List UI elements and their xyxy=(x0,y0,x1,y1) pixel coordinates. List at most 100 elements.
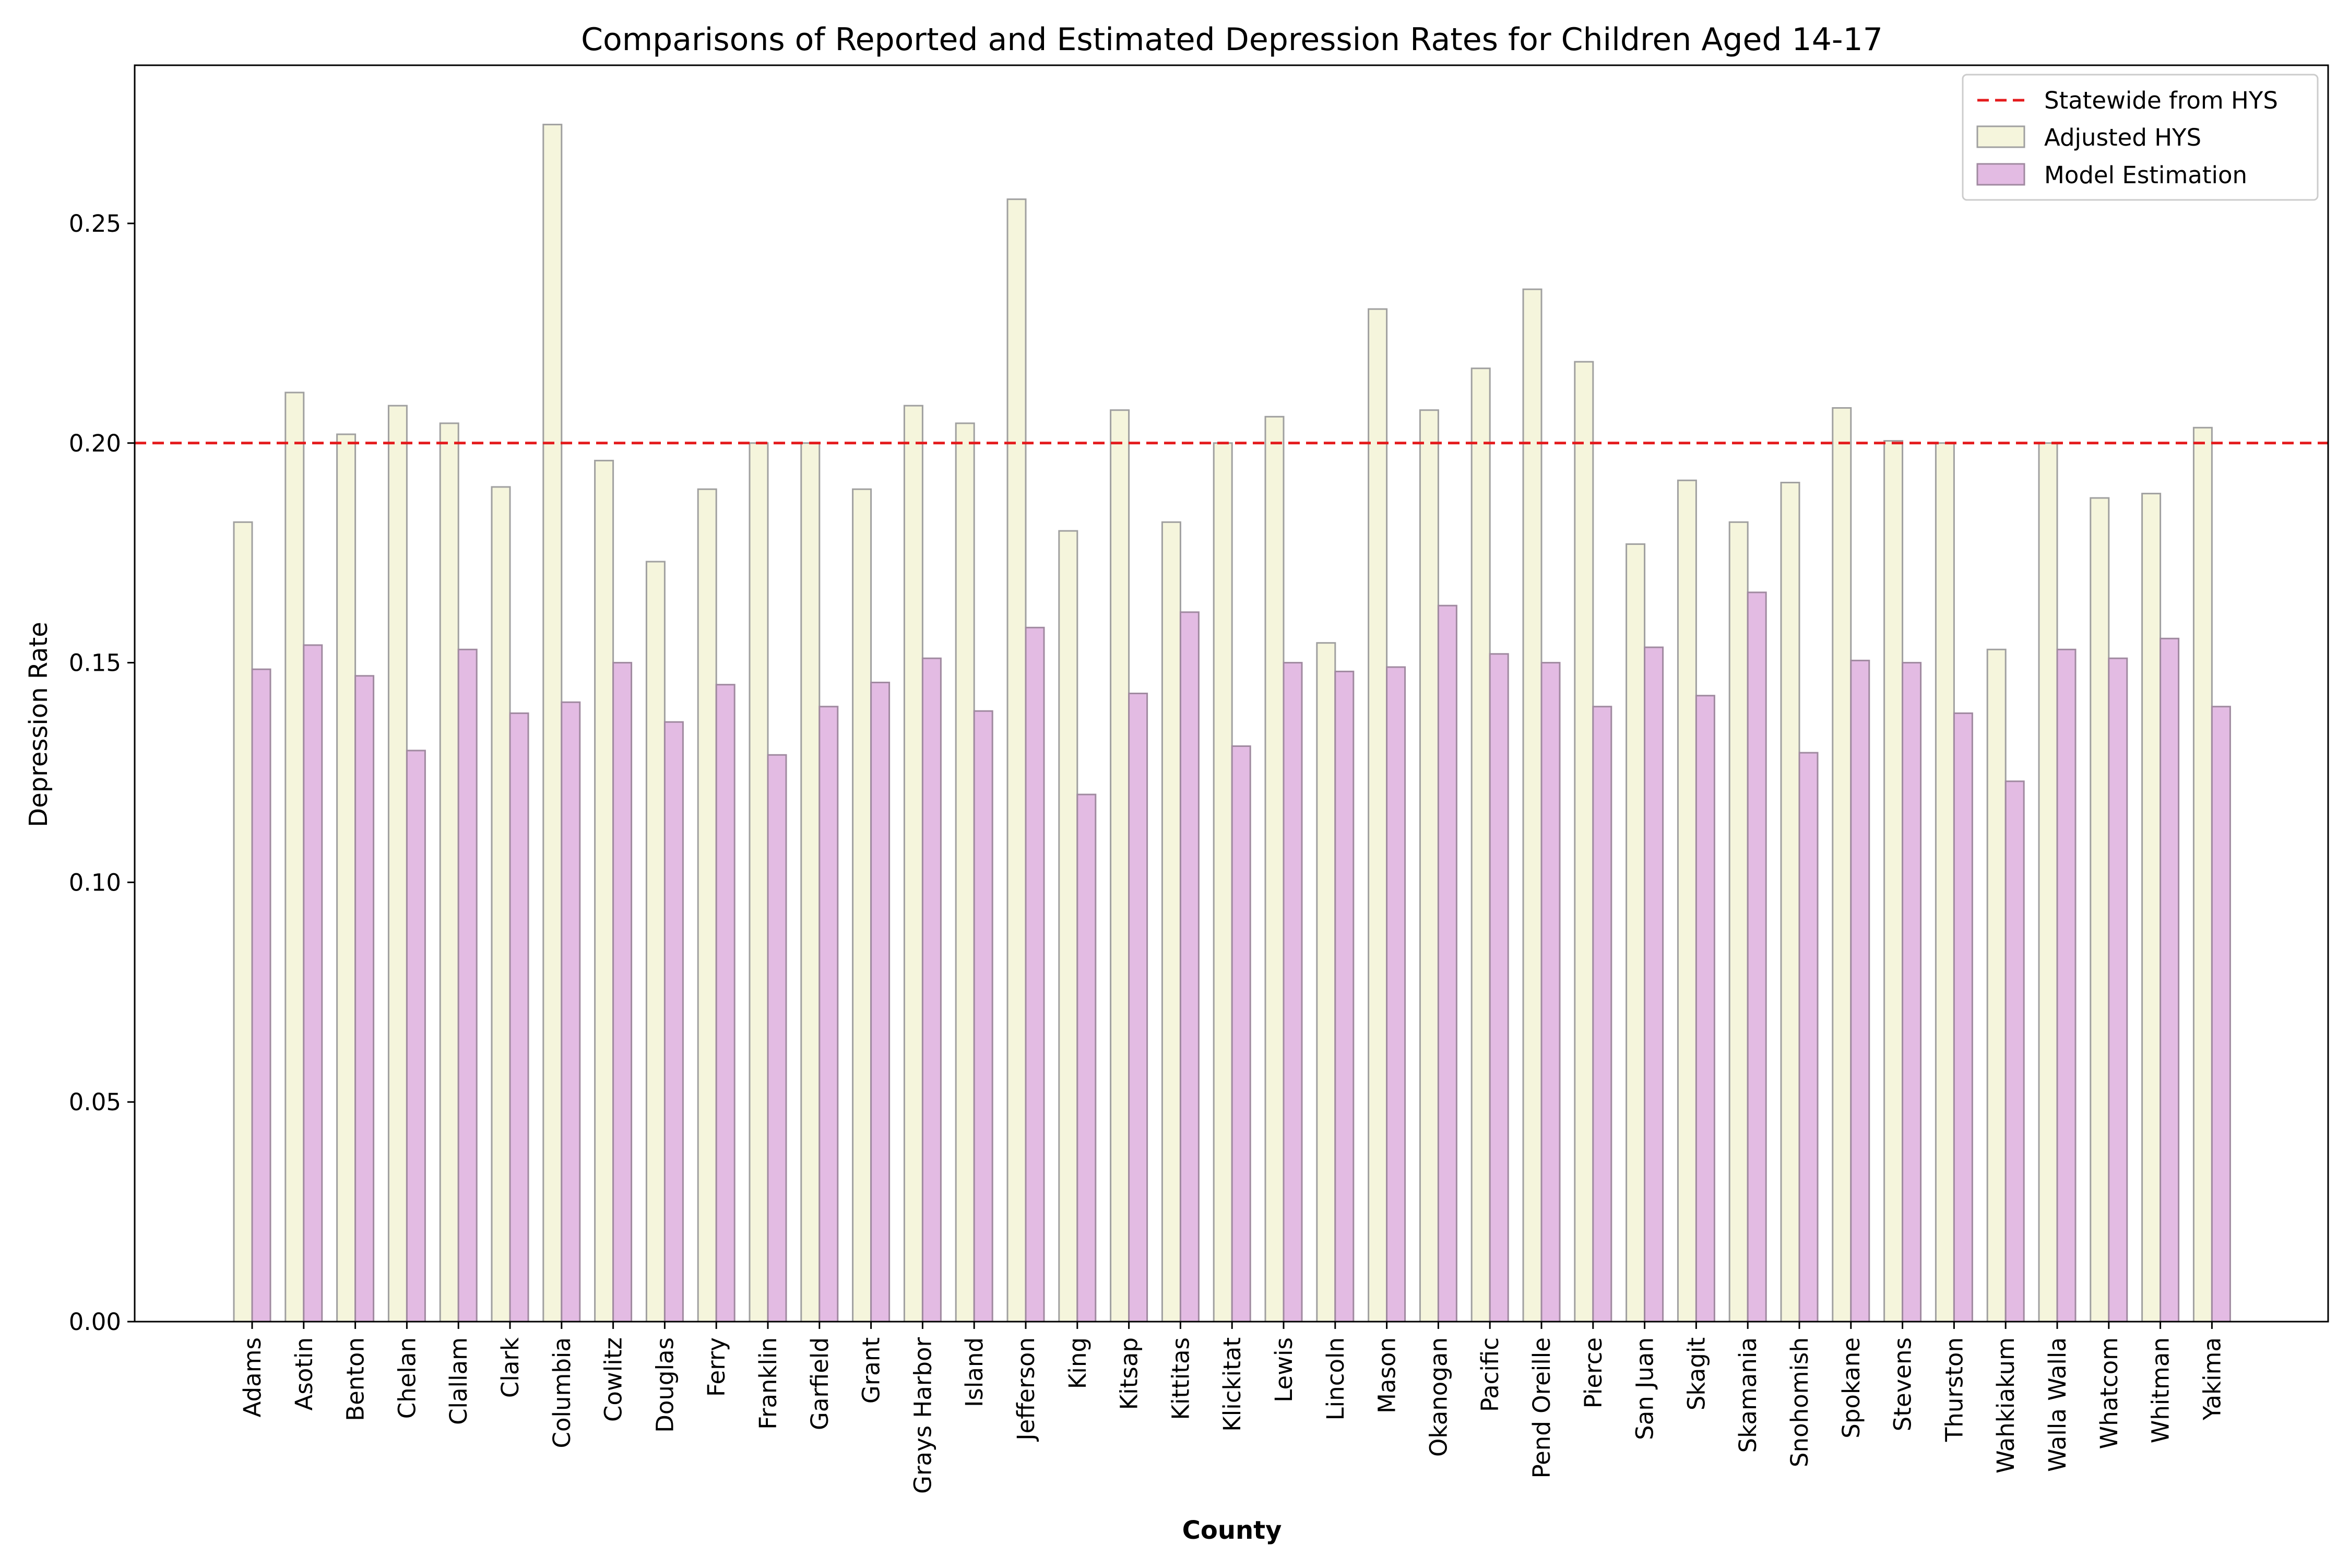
bar-adjusted-hys-clark xyxy=(491,486,511,1323)
bar-adjusted-hys-walla-walla xyxy=(2038,442,2058,1323)
chart-title: Comparisons of Reported and Estimated De… xyxy=(581,21,1883,58)
x-tick-label: Skagit xyxy=(1682,1337,1710,1410)
legend-swatch-model-estimation xyxy=(1976,163,2025,186)
bar-model-estimation-franklin xyxy=(767,754,787,1323)
bar-model-estimation-asotin xyxy=(303,644,323,1323)
x-tick-label: Kittitas xyxy=(1167,1337,1194,1420)
bar-model-estimation-whitman xyxy=(2160,637,2180,1323)
x-tick-label: Columbia xyxy=(548,1337,576,1448)
x-tick-label: Whitman xyxy=(2147,1337,2175,1443)
bar-model-estimation-ferry xyxy=(715,684,735,1323)
bar-adjusted-hys-king xyxy=(1058,530,1078,1323)
bar-model-estimation-jefferson xyxy=(1025,626,1045,1323)
bar-adjusted-hys-grant xyxy=(852,488,872,1323)
x-tick-label: Douglas xyxy=(651,1337,679,1433)
bar-model-estimation-chelan xyxy=(406,750,426,1323)
x-tick-label: Cowlitz xyxy=(600,1337,627,1422)
x-tick-label: Spokane xyxy=(1837,1337,1865,1439)
bar-adjusted-hys-pacific xyxy=(1470,367,1491,1323)
x-tick-label: Skamania xyxy=(1734,1337,1762,1453)
legend-swatch-adjusted-hys xyxy=(1976,125,2025,148)
legend-frame xyxy=(1962,74,2319,201)
x-tick-label: Ferry xyxy=(703,1337,730,1397)
bar-adjusted-hys-snohomish xyxy=(1780,482,1800,1323)
bar-model-estimation-thurston xyxy=(1953,712,1973,1323)
bar-model-estimation-skagit xyxy=(1695,695,1715,1323)
bar-adjusted-hys-stevens xyxy=(1883,440,1904,1323)
bar-adjusted-hys-douglas xyxy=(645,561,666,1323)
bar-model-estimation-walla-walla xyxy=(2056,648,2077,1323)
x-tick-label: Adams xyxy=(239,1337,266,1417)
bar-adjusted-hys-skamania xyxy=(1728,521,1749,1323)
x-tick-label: Stevens xyxy=(1889,1337,1917,1431)
bar-model-estimation-benton xyxy=(354,675,375,1323)
legend-label-statewide: Statewide from HYS xyxy=(2044,87,2278,114)
bar-adjusted-hys-okanogan xyxy=(1419,409,1439,1323)
x-tick-label: Clallam xyxy=(445,1337,472,1425)
bar-adjusted-hys-benton xyxy=(336,433,357,1323)
y-tick-label: 0.20 xyxy=(69,430,121,457)
x-tick-label: Lewis xyxy=(1270,1337,1298,1403)
x-tick-label: Lincoln xyxy=(1322,1337,1349,1420)
bar-adjusted-hys-ferry xyxy=(697,488,717,1323)
x-tick-label: Clark xyxy=(496,1337,524,1398)
x-tick-label: Walla Walla xyxy=(2044,1337,2071,1472)
bar-adjusted-hys-columbia xyxy=(542,124,563,1323)
bar-model-estimation-island xyxy=(973,710,993,1323)
x-tick-label: Franklin xyxy=(754,1337,782,1430)
bar-adjusted-hys-clallam xyxy=(439,422,459,1323)
bar-model-estimation-kitsap xyxy=(1128,693,1148,1323)
x-tick-label: Thurston xyxy=(1940,1337,1968,1442)
y-axis-label: Depression Rate xyxy=(24,622,53,827)
bar-adjusted-hys-chelan xyxy=(387,405,408,1323)
plot-area xyxy=(135,124,2328,1323)
bar-model-estimation-grant xyxy=(870,682,891,1323)
bar-model-estimation-yakima xyxy=(2211,706,2231,1323)
bar-model-estimation-okanogan xyxy=(1437,604,1457,1323)
x-axis-label: County xyxy=(1182,1516,1282,1545)
legend: Statewide from HYS Adjusted HYS Model Es… xyxy=(1962,74,2319,201)
x-tick-label: Grant xyxy=(858,1337,885,1404)
bar-adjusted-hys-whitman xyxy=(2141,493,2162,1323)
x-tick-label: King xyxy=(1064,1337,1092,1389)
bar-adjusted-hys-cowlitz xyxy=(594,459,614,1323)
bar-model-estimation-lincoln xyxy=(1334,670,1355,1323)
bar-adjusted-hys-franklin xyxy=(749,442,769,1323)
bar-adjusted-hys-grays-harbor xyxy=(903,405,923,1323)
x-tick-label: Pacific xyxy=(1476,1337,1504,1412)
bar-model-estimation-skamania xyxy=(1747,591,1767,1323)
bar-model-estimation-pend-oreille xyxy=(1540,662,1561,1323)
bar-adjusted-hys-yakima xyxy=(2192,426,2213,1323)
x-tick-label: Wahkiakum xyxy=(1992,1337,2020,1474)
bar-adjusted-hys-asotin xyxy=(284,391,305,1323)
bar-adjusted-hys-kittitas xyxy=(1161,521,1181,1323)
bar-model-estimation-whatcom xyxy=(2108,657,2128,1323)
bar-adjusted-hys-wahkiakum xyxy=(1986,648,2007,1323)
y-tick-label: 0.00 xyxy=(69,1308,121,1336)
bar-model-estimation-spokane xyxy=(1850,659,1870,1323)
x-tick-label: Okanogan xyxy=(1425,1337,1452,1457)
bar-model-estimation-clallam xyxy=(457,648,478,1323)
x-tick-label: Mason xyxy=(1373,1337,1401,1413)
bar-adjusted-hys-adams xyxy=(233,521,253,1323)
bar-model-estimation-stevens xyxy=(1902,662,1922,1323)
y-tick-label: 0.15 xyxy=(69,649,121,677)
bar-model-estimation-klickitat xyxy=(1231,745,1251,1323)
bar-adjusted-hys-pend-oreille xyxy=(1522,288,1543,1323)
bar-model-estimation-garfield xyxy=(818,706,839,1323)
bar-adjusted-hys-whatcom xyxy=(2090,497,2110,1323)
x-tick-label: Whatcom xyxy=(2095,1337,2123,1449)
bar-adjusted-hys-skagit xyxy=(1677,479,1697,1323)
bar-adjusted-hys-lincoln xyxy=(1316,642,1336,1323)
x-tick-label: Yakima xyxy=(2198,1337,2226,1421)
y-tick-label: 0.25 xyxy=(69,210,121,237)
x-tick-label: Kitsap xyxy=(1116,1337,1143,1410)
x-tick-label: Snohomish xyxy=(1786,1337,1813,1467)
x-tick-label: Pierce xyxy=(1580,1337,1607,1408)
x-tick-label: Asotin xyxy=(290,1337,318,1410)
x-tick-label: San Juan xyxy=(1631,1337,1659,1440)
bar-model-estimation-wahkiakum xyxy=(2004,780,2025,1323)
y-tick-label: 0.10 xyxy=(69,869,121,896)
bar-adjusted-hys-klickitat xyxy=(1213,442,1233,1323)
